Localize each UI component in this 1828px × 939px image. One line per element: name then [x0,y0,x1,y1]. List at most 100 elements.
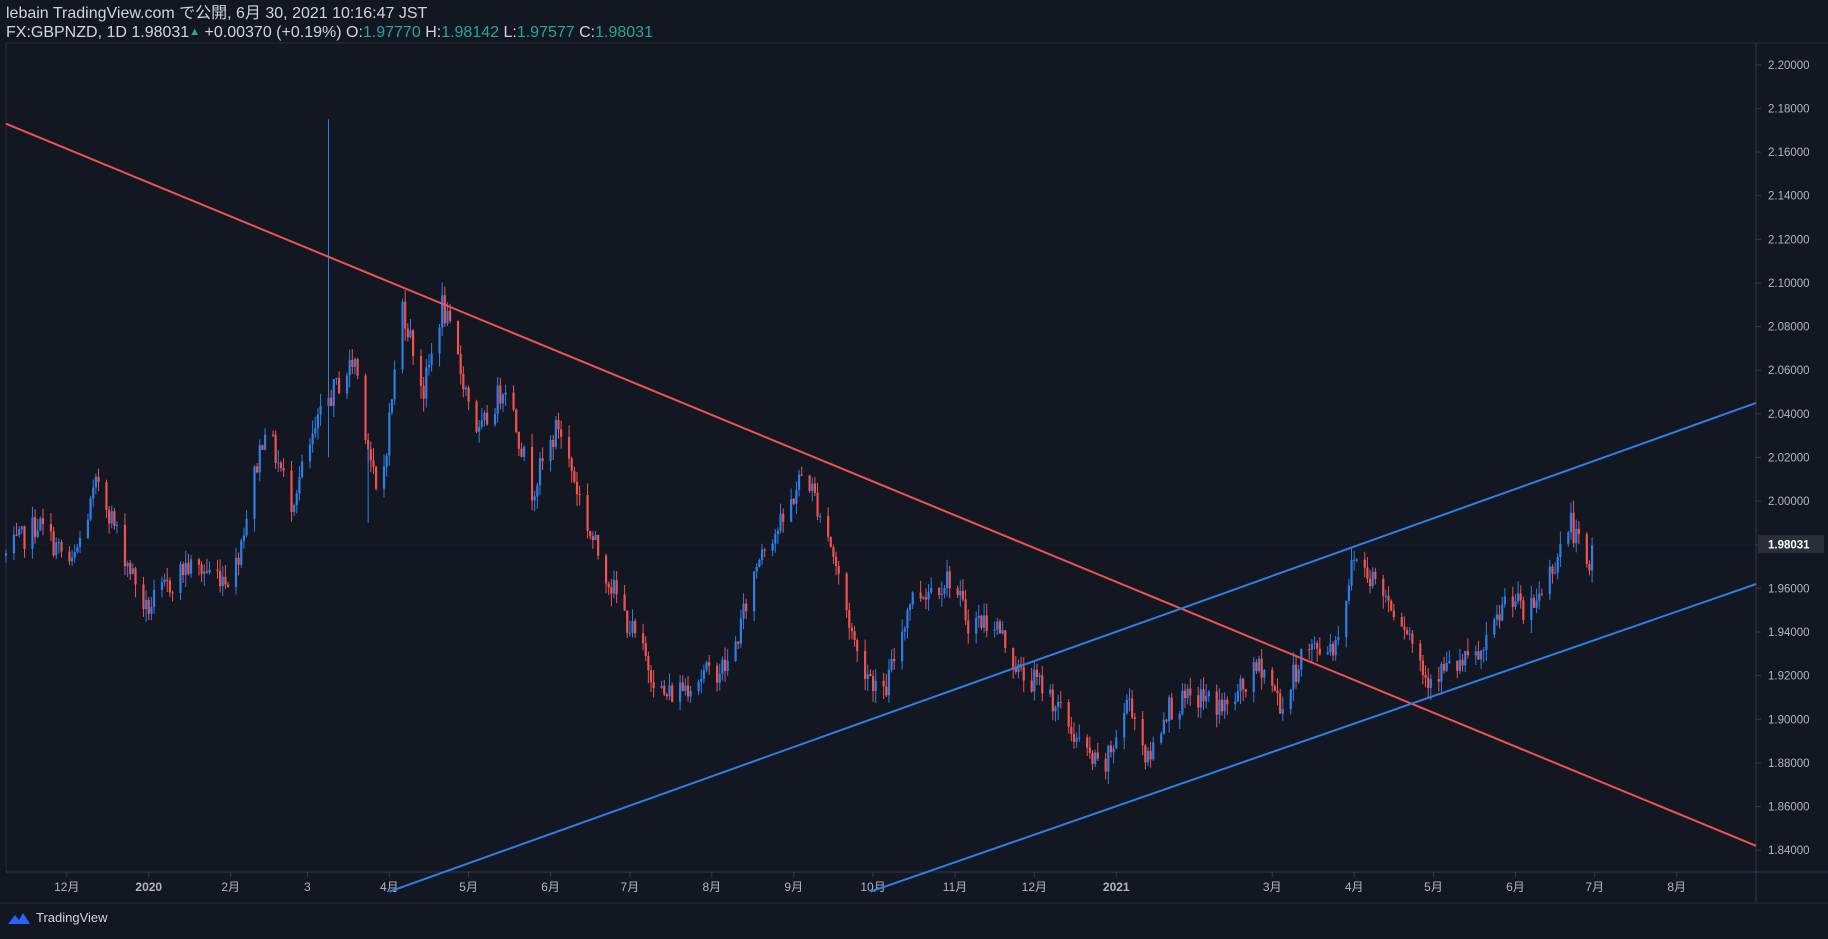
price-tick-label: 1.88000 [1768,758,1810,770]
candle-body [105,482,108,510]
candle-body [94,476,97,488]
candle-body [512,392,515,410]
candle-body [20,526,23,530]
candle-body [774,534,777,544]
candle-body [890,658,893,670]
candle-body [1461,659,1464,666]
candle-body [1294,664,1298,682]
candle-body [475,401,478,432]
candle-body [652,682,655,688]
candle-body [1131,698,1134,718]
candle-body [1030,680,1033,692]
candle-body [298,476,301,494]
candle-body [660,685,663,688]
candle-body [853,631,856,641]
candle-body [1530,597,1533,620]
candle-body [869,674,872,677]
candle-body [1313,643,1316,645]
candle-body [1072,734,1076,742]
candle-body [1548,566,1551,595]
candle-body [1059,701,1062,703]
candle-body [1255,662,1258,672]
candle-body [308,444,312,462]
candle-body [597,534,600,556]
candle-body [388,412,391,456]
candle-body [314,428,317,434]
candle-body [1279,693,1282,714]
candle-body [263,434,267,450]
candle-body [782,513,785,522]
candle-body [41,518,45,524]
candle-body [1421,660,1425,676]
candle-body [1371,571,1374,587]
candle-body [126,562,129,567]
candle-body [697,681,700,692]
candle-body [634,621,637,634]
high-value: 1.98142 [441,24,500,41]
candle-body [147,599,150,614]
candle-body [145,599,148,610]
candle-body [356,359,359,376]
price-tick-label: 2.02000 [1768,453,1810,465]
candle-body [353,359,357,367]
candle-body [1387,595,1390,601]
candle-body [1408,633,1411,635]
candle-body [1482,650,1485,652]
candle-body [1538,593,1541,601]
price-tick-label: 2.18000 [1768,103,1810,115]
time-tick-label: 3月 [1263,880,1282,894]
low-label: L: [503,24,517,41]
candle-body [530,446,534,501]
candle-body [113,511,116,526]
candle-body [993,629,996,631]
time-tick-label: 9月 [784,880,803,894]
candle-body [282,468,285,471]
candle-body [1086,737,1089,748]
candle-body [179,564,182,593]
candle-body [615,580,618,595]
candle-body [160,581,164,590]
candle-body [1033,669,1036,692]
candle-body [1577,528,1580,535]
candle-body [975,618,978,634]
candle-body [1493,619,1496,635]
candle-body [737,641,740,644]
candle-body [1448,660,1451,663]
time-tick-label: 8月 [1667,880,1686,894]
candle-body [134,568,137,585]
candle-body [903,628,906,632]
time-tick-label: 3 [304,880,311,894]
candle-body [374,466,378,489]
candle-body [612,580,616,594]
candle-body [1575,528,1578,544]
candle-body [541,458,544,462]
candle-body [300,461,304,477]
candle-body [604,555,608,584]
candle-body [1181,690,1184,714]
candle-body [864,650,867,679]
candle-body [142,584,145,610]
candle-body [663,685,666,695]
time-tick-label: 10月 [860,880,885,894]
price-tick-label: 1.96000 [1768,583,1810,595]
candle-body [684,685,687,691]
candle-body [723,659,727,672]
candle-body [1355,559,1358,561]
candle-body [882,680,885,687]
time-tick-label: 8月 [702,880,721,894]
candle-body [1035,669,1039,677]
trendline-channel-upper [388,402,1757,893]
candle-body [1244,689,1247,692]
candle-body [850,627,854,632]
candle-body [1456,660,1459,671]
candle-body [1207,691,1210,697]
candle-body [456,321,460,355]
candle-body [295,493,298,506]
candle-body [964,599,967,621]
candle-body [671,685,674,702]
price-tick-label: 2.16000 [1768,147,1810,159]
candle-body [871,676,875,692]
up-arrow-icon: ▲ [189,26,201,38]
candle-body [23,526,26,549]
